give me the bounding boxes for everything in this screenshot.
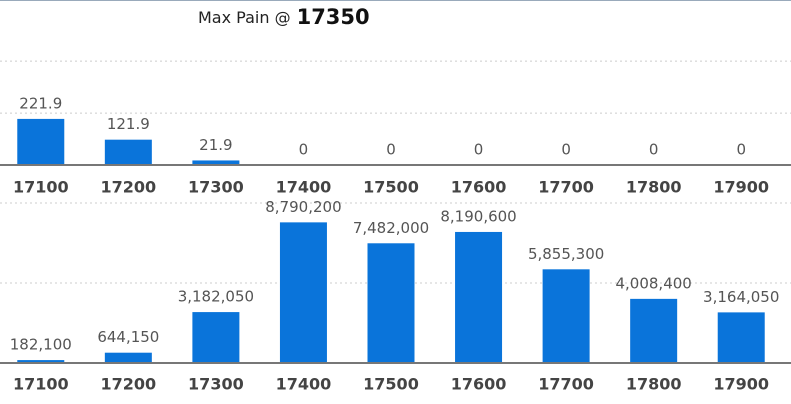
x-tick-label: 17600 [451,375,507,394]
value-label: 7,482,000 [353,219,429,237]
x-tick-label: 17900 [713,375,769,394]
bar [192,160,240,165]
value-label: 644,150 [97,328,159,346]
value-label: 5,855,300 [528,245,604,263]
bar [104,139,152,165]
value-label: 0 [649,141,659,159]
bar [192,312,240,363]
bar [717,312,765,363]
value-label: 221.9 [19,94,62,112]
x-tick-label: 17500 [363,375,419,394]
x-tick-label: 17300 [188,178,244,197]
bar [17,118,65,165]
value-label: 8,790,200 [265,198,341,216]
bar [455,231,503,363]
value-label: 0 [386,141,396,159]
x-tick-label: 17700 [538,375,594,394]
value-label: 0 [474,141,484,159]
bar [630,298,678,363]
value-label: 21.9 [199,136,232,154]
value-label: 0 [561,141,571,159]
max-pain-value: 17350 [297,5,370,29]
x-tick-label: 17800 [626,375,682,394]
value-label: 0 [299,141,309,159]
value-label: 182,100 [10,336,72,354]
chart-title: Max Pain @ 17350 [198,5,370,29]
bar [542,269,590,363]
value-label: 8,190,600 [440,207,516,225]
x-tick-label: 17600 [451,178,507,197]
x-tick-label: 17100 [13,375,69,394]
x-tick-label: 17500 [363,178,419,197]
x-tick-label: 17700 [538,178,594,197]
x-tick-label: 17200 [100,375,156,394]
bar [104,352,152,363]
x-tick-label: 17900 [713,178,769,197]
title-text: Max Pain @ [198,8,291,27]
bar [17,360,65,363]
x-tick-label: 17400 [276,375,332,394]
value-label: 0 [736,141,746,159]
value-label: 121.9 [107,115,150,133]
x-tick-label: 17300 [188,375,244,394]
x-tick-label: 17100 [13,178,69,197]
value-label: 3,182,050 [178,288,254,306]
x-tick-label: 17800 [626,178,682,197]
value-label: 3,164,050 [703,288,779,306]
x-tick-label: 17400 [276,178,332,197]
value-label: 4,008,400 [615,274,691,292]
x-tick-label: 17200 [100,178,156,197]
bar [367,243,415,363]
bar [279,222,327,363]
